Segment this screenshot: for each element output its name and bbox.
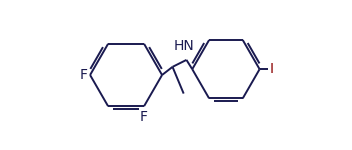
Text: HN: HN bbox=[174, 39, 195, 53]
Text: I: I bbox=[270, 62, 274, 76]
Text: F: F bbox=[79, 68, 87, 82]
Text: F: F bbox=[140, 110, 148, 124]
